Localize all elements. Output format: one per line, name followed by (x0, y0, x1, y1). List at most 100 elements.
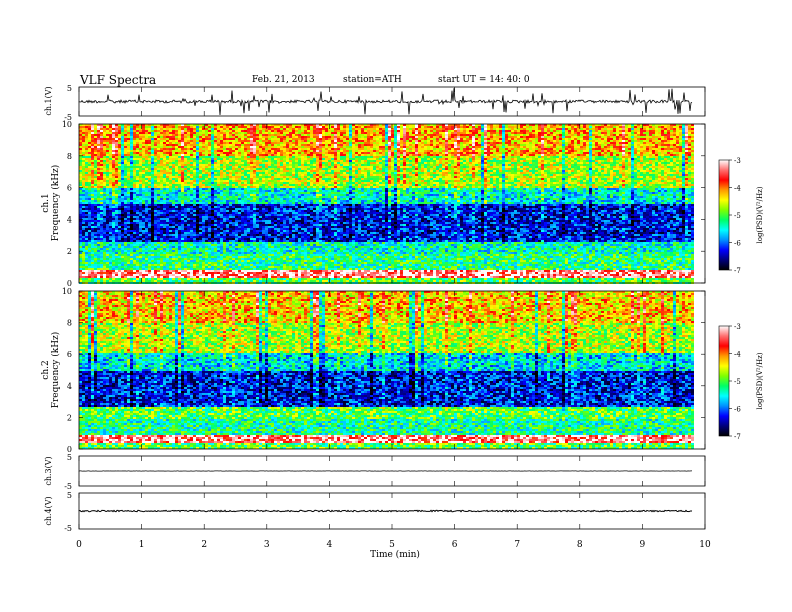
spectrogram-cell (115, 254, 118, 256)
spectrogram-cell (97, 136, 100, 138)
spectrogram-cell (85, 278, 88, 280)
spectrogram-cell (103, 142, 106, 144)
spectrogram-cell (97, 126, 100, 128)
spectrogram-cell (109, 274, 112, 276)
spectrogram-cell (82, 268, 85, 270)
spectrogram-cell (97, 280, 100, 282)
spectrogram-cell (112, 158, 115, 160)
spectrogram-cell (103, 192, 106, 194)
spectrogram-cell (85, 258, 88, 260)
spectrogram-cell (91, 128, 94, 130)
spectrogram-cell (79, 274, 82, 276)
spectrogram-cell (88, 208, 91, 210)
spectrogram-cell (115, 134, 118, 136)
spectrogram-cell (103, 274, 106, 276)
spectrogram-cell (94, 160, 97, 162)
spectrogram-cell (118, 148, 121, 150)
spectrogram-cell (121, 230, 124, 232)
spectrogram-cell (88, 170, 91, 172)
spectrogram-cell (94, 274, 97, 276)
spectrogram-cell (85, 272, 88, 274)
spectrogram-cell (91, 180, 94, 182)
spectrogram-cell (97, 200, 100, 202)
spectrogram-cell (115, 212, 118, 214)
spectrogram-cell (82, 270, 85, 272)
spectrogram-cell (112, 126, 115, 128)
spectrogram-cell (109, 158, 112, 160)
spectrogram-cell (121, 256, 124, 258)
spectrogram-cell (82, 156, 85, 158)
spectrogram-cell (85, 186, 88, 188)
spectrogram-cell (97, 228, 100, 230)
spectrogram-cell (79, 224, 82, 226)
spectrogram-cell (106, 182, 109, 184)
spectrogram-cell (91, 144, 94, 146)
spectrogram-cell (106, 210, 109, 212)
spectrogram-cell (100, 220, 103, 222)
spectrogram-cell (112, 144, 115, 146)
spectrogram-cell (82, 238, 85, 240)
spectrogram-cell (103, 196, 106, 198)
spectrogram-cell (85, 226, 88, 228)
spectrogram-cell (88, 276, 91, 278)
spectrogram-cell (85, 266, 88, 268)
spectrogram-cell (97, 210, 100, 212)
spectrogram-cell (94, 166, 97, 168)
spectrogram-cell (94, 128, 97, 130)
spectrogram-cell (79, 184, 82, 186)
spectrogram-cell (94, 214, 97, 216)
spectrogram-cell (97, 168, 100, 170)
spectrogram-cell (103, 146, 106, 148)
spectrogram-cell (112, 204, 115, 206)
spectrogram-cell (118, 138, 121, 140)
spectrogram-cell (82, 130, 85, 132)
spectrogram-cell (85, 212, 88, 214)
spectrogram-cell (82, 190, 85, 192)
spectrogram-cell (79, 170, 82, 172)
spectrogram-cell (88, 232, 91, 234)
spectrogram-cell (121, 250, 124, 252)
spectrogram-cell (115, 206, 118, 208)
spectrogram-cell (118, 236, 121, 238)
spectrogram-cell (124, 152, 127, 154)
spectrogram-cell (100, 126, 103, 128)
spectrogram-cell (82, 236, 85, 238)
spectrogram-cell (85, 166, 88, 168)
spectrogram-cell (109, 266, 112, 268)
spectrogram-cell (91, 162, 94, 164)
spectrogram-cell (82, 276, 85, 278)
spectrogram-cell (94, 230, 97, 232)
spectrogram-cell (112, 146, 115, 148)
spectrogram-cell (97, 268, 100, 270)
spectrogram-cell (115, 164, 118, 166)
spectrogram-cell (94, 236, 97, 238)
spectrogram-cell (121, 172, 124, 174)
spectrogram-cell (85, 204, 88, 206)
spectrogram-cell (115, 210, 118, 212)
spectrogram-cell (106, 162, 109, 164)
spectrogram-cell (79, 208, 82, 210)
spectrogram-cell (106, 266, 109, 268)
spectrogram-cell (100, 152, 103, 154)
spectrogram-cell (85, 178, 88, 180)
spectrogram-cell (112, 168, 115, 170)
spectrogram-cell (100, 132, 103, 134)
spectrogram-cell (109, 186, 112, 188)
ch1-waveform-trace (79, 88, 692, 115)
spectrogram-cell (85, 280, 88, 282)
spectrogram-cell (115, 192, 118, 194)
spectrogram-cell (121, 274, 124, 276)
spectrogram-cell (100, 244, 103, 246)
spectrogram-cell (79, 174, 82, 176)
spectrogram-cell (121, 132, 124, 134)
spectrogram-cell (79, 152, 82, 154)
spectrogram-cell (85, 160, 88, 162)
spectrogram-cell (115, 142, 118, 144)
spectrogram-cell (112, 266, 115, 268)
spectrogram-cell (100, 248, 103, 250)
spectrogram-cell (100, 278, 103, 280)
spectrogram-cell (79, 196, 82, 198)
spectrogram-cell (91, 202, 94, 204)
spectrogram-cell (106, 250, 109, 252)
spectrogram-cell (106, 222, 109, 224)
